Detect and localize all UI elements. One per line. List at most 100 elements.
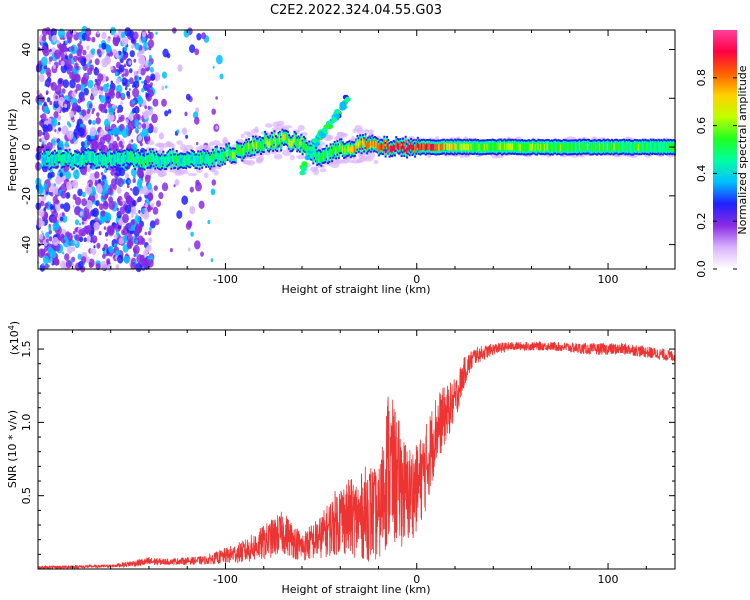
spectrogram-cell xyxy=(311,138,318,144)
spectrogram-cell xyxy=(156,142,162,147)
spectrogram-cell xyxy=(354,124,363,132)
spectrogram-cell xyxy=(396,142,399,150)
spectrogram-y-tick-label: -20 xyxy=(20,187,33,205)
spectrogram-cell xyxy=(81,191,86,198)
spectrogram-cell xyxy=(118,237,124,245)
spectrogram-cell xyxy=(593,143,596,151)
spectrogram-cell xyxy=(100,210,106,217)
spectrogram-cell xyxy=(58,78,63,85)
spectrogram-cell xyxy=(97,185,103,194)
spectrogram-cell xyxy=(196,33,202,41)
spectrogram-cell xyxy=(376,142,379,150)
spectrogram-frame xyxy=(37,29,676,270)
spectrogram-cell xyxy=(62,251,65,255)
spectrogram-cell xyxy=(57,122,61,126)
spectrogram-cell xyxy=(182,157,185,165)
spectrogram-cell xyxy=(116,136,120,141)
spectrogram-cell xyxy=(146,182,152,190)
spectrogram-cell xyxy=(106,238,108,242)
snr-panel: -100 0 100 0.5 1.0 1.5 Height of straight li… xyxy=(6,321,676,596)
spectrogram-cell xyxy=(213,156,216,163)
spectrogram-cell xyxy=(244,146,246,153)
spectrogram-cell xyxy=(633,143,636,150)
spectrogram-cell xyxy=(455,144,458,151)
spectrogram-cell xyxy=(625,143,628,151)
spectrogram-cell xyxy=(207,219,211,225)
spectrogram-cell xyxy=(219,73,224,80)
spectrogram-cell xyxy=(128,60,132,65)
spectrogram-cell xyxy=(631,144,633,152)
spectrogram-cell xyxy=(635,143,637,151)
spectrogram-cell xyxy=(629,144,632,151)
spectrogram-cell xyxy=(234,152,237,159)
spectrogram-y-tick-label: 20 xyxy=(20,91,33,105)
spectrogram-cell xyxy=(334,113,340,119)
spectrogram-cell xyxy=(278,135,281,142)
spectrogram-cell xyxy=(181,157,184,164)
spectrogram-cell xyxy=(147,230,152,236)
spectrogram-cell xyxy=(423,143,426,150)
snr-x-ticks: -100 0 100 xyxy=(71,330,647,586)
spectrogram-cell xyxy=(153,185,158,192)
spectrogram-cell xyxy=(114,39,118,45)
spectrogram-cell xyxy=(144,105,148,110)
spectrogram-cell xyxy=(299,170,306,176)
spectrogram-cell xyxy=(628,143,631,151)
spectrogram-cell xyxy=(61,88,66,94)
spectrogram-cell xyxy=(264,135,267,142)
spectrogram-cell xyxy=(52,236,59,246)
spectrogram-cell xyxy=(355,142,358,150)
spectrogram-cell xyxy=(141,31,147,38)
spectrogram-cell xyxy=(62,215,68,223)
spectrogram-cell xyxy=(438,144,441,151)
spectrogram-cell xyxy=(112,127,119,136)
colorbar-tick-label: 0.6 xyxy=(695,117,708,135)
spectrogram-cell xyxy=(561,144,564,151)
spectrogram-cell xyxy=(663,143,666,150)
spectrogram-cell xyxy=(147,258,154,268)
spectrogram-cell xyxy=(340,142,343,150)
spectrogram-cell xyxy=(189,186,194,193)
spectrogram-cell xyxy=(246,145,249,153)
spectrogram-cell xyxy=(258,155,264,162)
spectrogram-cell xyxy=(146,244,152,252)
spectrogram-cell xyxy=(134,42,140,50)
spectrogram-cell xyxy=(74,154,76,162)
spectrogram-cell xyxy=(152,98,159,107)
spectrogram-cell xyxy=(353,145,356,153)
spectrogram-cell xyxy=(145,67,149,72)
spectrogram-cell xyxy=(203,172,209,179)
spectrogram-cell xyxy=(139,158,142,165)
spectrogram-cell xyxy=(61,156,64,164)
spectrogram-cell xyxy=(477,143,479,151)
spectrogram-cell xyxy=(124,204,132,214)
spectrogram-cell xyxy=(187,172,198,177)
spectrogram-cell xyxy=(233,151,236,159)
spectrogram-cell xyxy=(167,109,172,114)
spectrogram-cell xyxy=(390,145,392,153)
spectrogram-cell xyxy=(64,51,67,55)
spectrogram-cell xyxy=(99,95,106,104)
spectrogram-cell xyxy=(41,35,47,42)
spectrogram-cell xyxy=(147,140,155,146)
spectrogram-cell xyxy=(78,155,80,163)
spectrogram-cell xyxy=(360,155,371,160)
spectrogram-cell xyxy=(141,80,144,84)
spectrogram-cell xyxy=(48,229,52,235)
spectrogram-cell xyxy=(269,139,272,147)
spectrogram-cell xyxy=(266,140,269,147)
spectrogram-cell xyxy=(219,151,222,159)
spectrogram-cell xyxy=(53,258,60,266)
spectrogram-cell xyxy=(203,144,211,152)
spectrogram-cell xyxy=(548,143,550,151)
spectrogram-cell xyxy=(53,111,59,119)
spectrogram-cell xyxy=(96,112,100,117)
spectrogram-cell xyxy=(54,85,62,95)
snr-y-multiplier-base: (x10 xyxy=(8,330,21,355)
spectrogram-cell xyxy=(136,167,144,178)
spectrogram-cell xyxy=(89,64,94,71)
spectrogram-cell xyxy=(319,154,321,161)
spectrogram-cell xyxy=(110,156,113,164)
spectrogram-cell xyxy=(38,248,45,258)
spectrogram-cell xyxy=(176,129,180,134)
